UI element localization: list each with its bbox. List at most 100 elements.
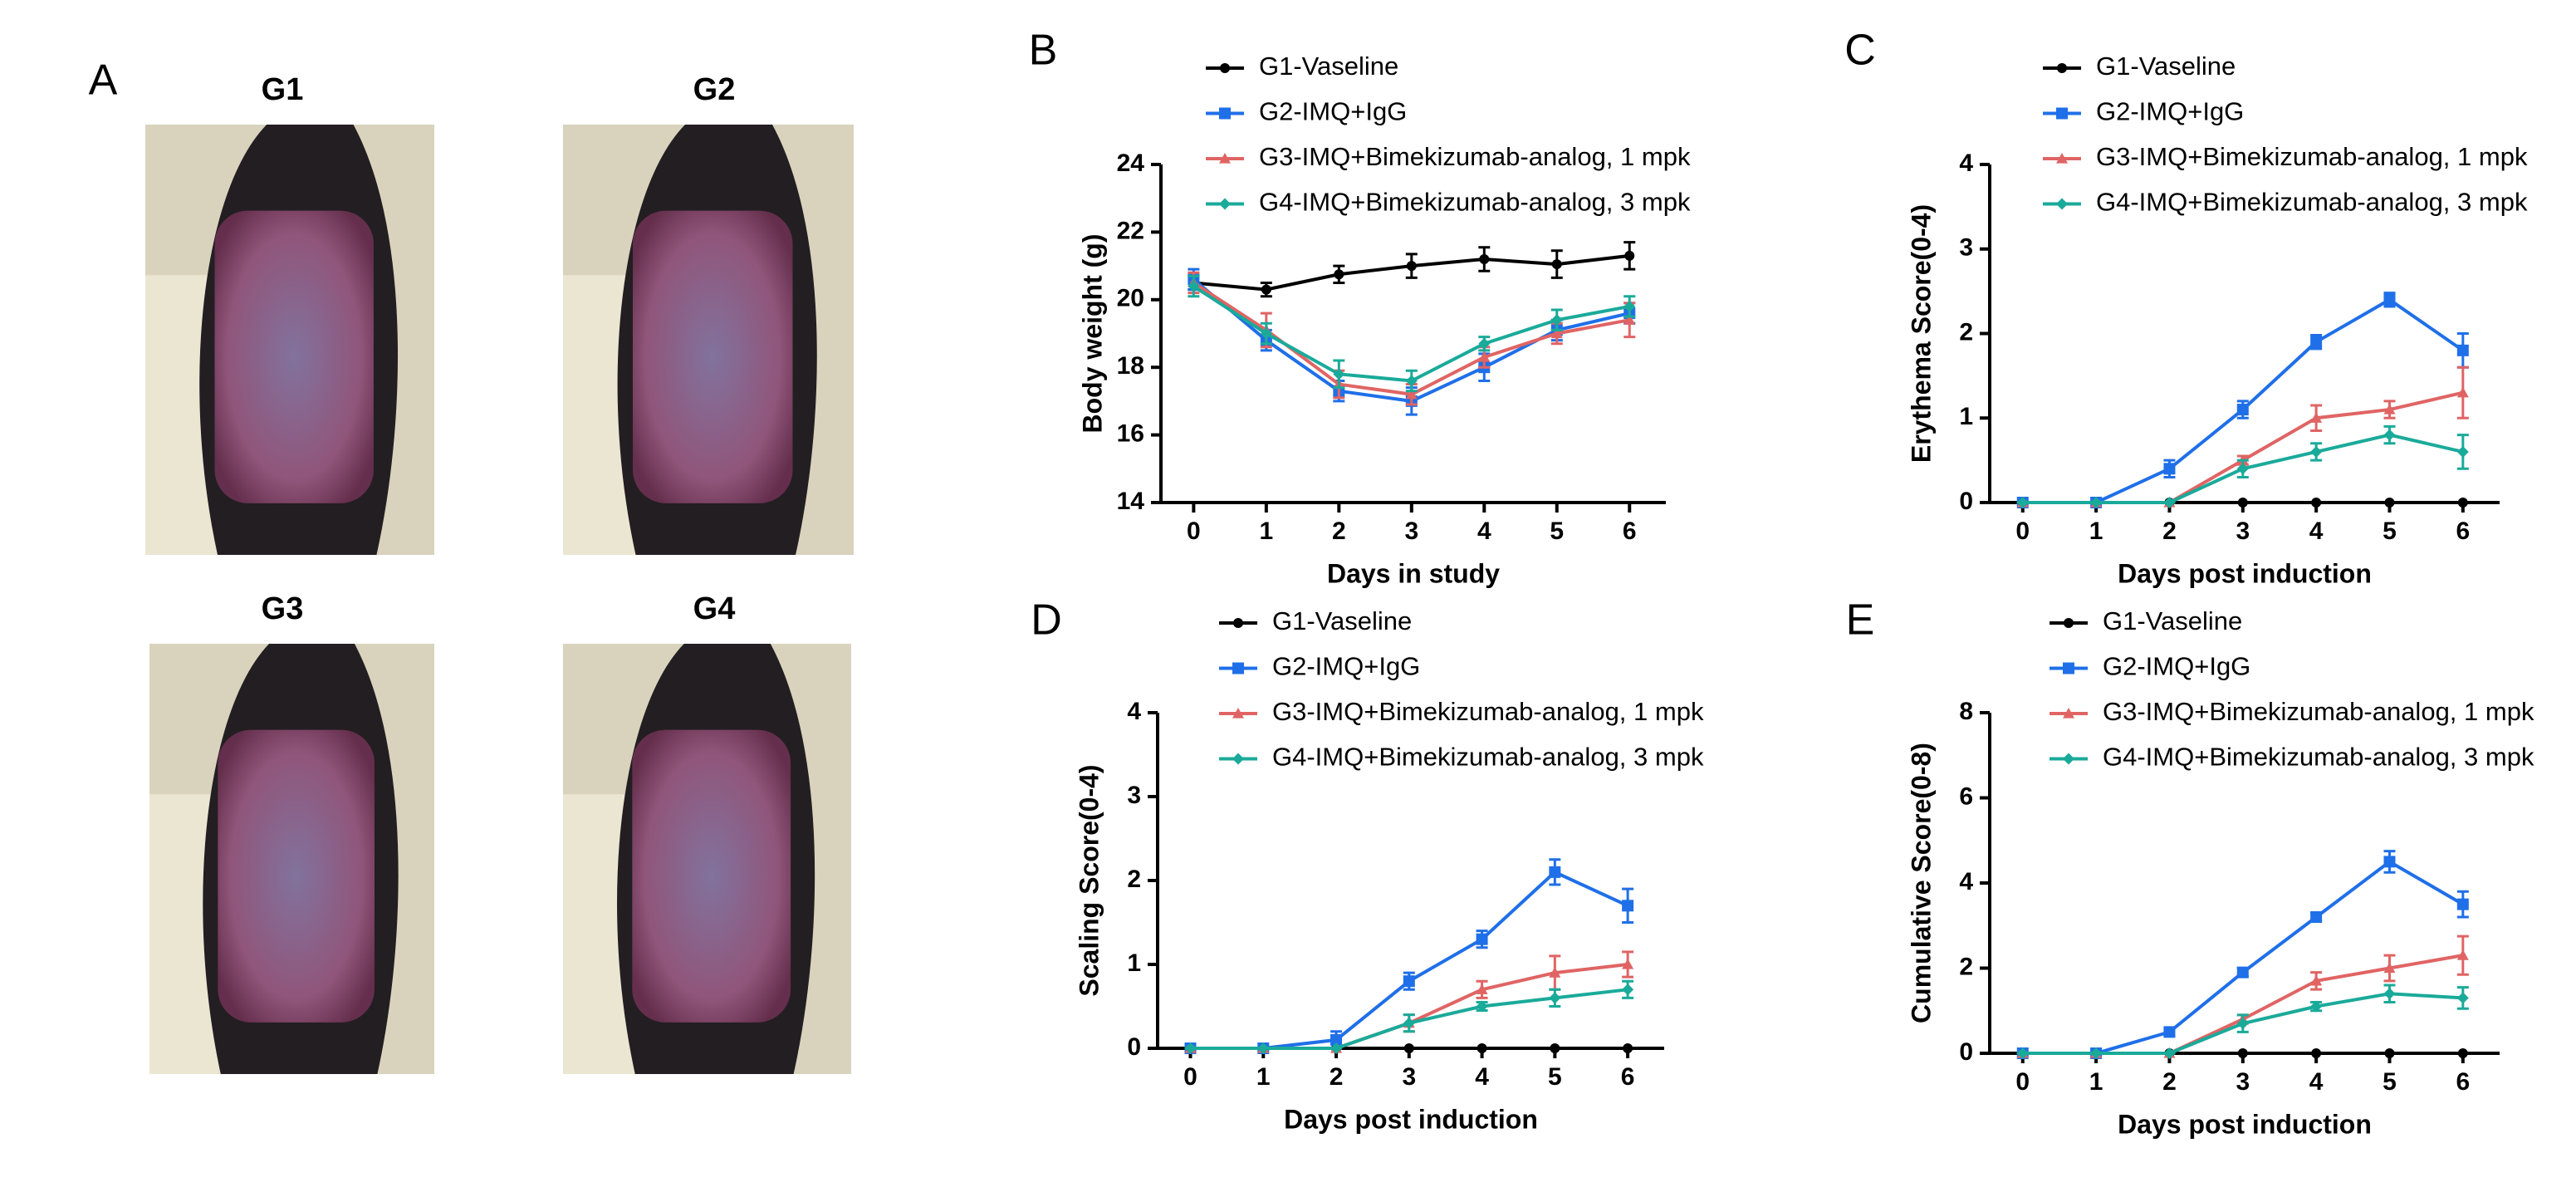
y-tick-label: 3 [1127, 782, 1141, 809]
x-tick-label: 2 [1330, 1063, 1344, 1091]
legend-marker [2063, 662, 2074, 674]
x-tick-label: 6 [2456, 1068, 2470, 1096]
point [1403, 975, 1415, 988]
legend-marker [2056, 153, 2068, 164]
y-tick-label: 0 [1127, 1033, 1141, 1061]
point [2456, 949, 2469, 960]
point [1550, 327, 1563, 339]
point [1623, 1043, 1633, 1053]
point [1624, 250, 1635, 261]
point [2383, 429, 2396, 441]
legend-label: G3-IMQ+Bimekizumab-analog, 1 mpk [1272, 697, 1704, 726]
point [2237, 1048, 2248, 1058]
point [2383, 293, 2396, 306]
photo-label: G4 [693, 591, 736, 626]
x-tick-label: 6 [2456, 518, 2470, 545]
x-tick-label: 0 [2015, 518, 2030, 545]
x-tick-label: 0 [2015, 1068, 2030, 1096]
photo-label: G3 [262, 591, 304, 626]
x-tick-label: 1 [1260, 518, 1274, 545]
point [1478, 351, 1491, 362]
legend-marker [2056, 198, 2068, 210]
x-axis-label: Days post induction [2118, 1109, 2372, 1139]
shaved-skin [218, 729, 375, 1023]
photo [563, 125, 854, 555]
point [2163, 497, 2176, 508]
point [1551, 259, 1562, 270]
y-tick-label: 16 [1117, 420, 1144, 448]
y-tick-label: 22 [1117, 217, 1144, 244]
x-tick-label: 5 [1550, 518, 1564, 545]
photo [149, 644, 434, 1074]
point [2310, 1000, 2323, 1013]
legend-label: G1-Vaseline [2096, 52, 2236, 81]
y-axis-label: Cumulative Score(0-8) [1906, 743, 1936, 1023]
point [2456, 445, 2469, 458]
y-tick-label: 4 [1127, 698, 1141, 725]
photo-label: G2 [693, 72, 736, 107]
point [1403, 1043, 1414, 1053]
point [2383, 856, 2396, 868]
legend-marker [1219, 107, 1231, 120]
point [1333, 368, 1345, 380]
point [1550, 1043, 1560, 1053]
point [2310, 412, 2323, 423]
point [1476, 933, 1488, 945]
y-axis-label: Erythema Score(0-4) [1906, 204, 1936, 463]
x-tick-label: 5 [1548, 1063, 1562, 1091]
legend-marker [1219, 198, 1231, 210]
x-tick-label: 4 [2309, 1068, 2324, 1096]
panel-letter: A [89, 56, 118, 105]
point [1260, 327, 1272, 340]
x-tick-label: 4 [2309, 518, 2324, 545]
legend-label: G1-Vaseline [2103, 606, 2242, 635]
y-tick-label: 8 [1959, 698, 1973, 725]
shaved-skin [632, 729, 791, 1023]
point [2383, 988, 2396, 1000]
point [1549, 866, 1561, 878]
point [1476, 1000, 1488, 1013]
point [2311, 498, 2322, 508]
x-tick-label: 4 [1477, 518, 1491, 545]
x-tick-label: 2 [1332, 518, 1346, 545]
point [2383, 404, 2396, 415]
legend-marker [1232, 708, 1244, 719]
x-tick-label: 4 [1475, 1063, 1489, 1091]
x-tick-label: 6 [1621, 1063, 1635, 1091]
legend-marker [1220, 63, 1230, 73]
point [2457, 1048, 2468, 1058]
point [1188, 280, 1200, 292]
legend-label: G2-IMQ+IgG [2103, 652, 2250, 681]
point [1330, 1042, 1343, 1054]
point [1334, 269, 1344, 280]
y-tick-label: 0 [1959, 1038, 1973, 1066]
y-tick-label: 2 [1127, 866, 1141, 893]
y-tick-label: 1 [1127, 949, 1141, 977]
x-tick-label: 2 [2162, 518, 2177, 545]
y-tick-label: 2 [1959, 953, 1973, 980]
point [2236, 463, 2249, 475]
point [2163, 463, 2176, 475]
legend-marker [2063, 708, 2074, 719]
legend-label: G3-IMQ+Bimekizumab-analog, 1 mpk [1259, 142, 1691, 171]
legend-label: G3-IMQ+Bimekizumab-analog, 1 mpk [2103, 697, 2534, 726]
y-tick-label: 2 [1959, 318, 1973, 346]
point [1403, 1017, 1415, 1029]
y-tick-label: 18 [1117, 352, 1144, 380]
point [1622, 900, 1634, 912]
x-tick-label: 0 [1183, 1063, 1197, 1091]
point [2456, 992, 2469, 1004]
point [2090, 1047, 2103, 1059]
point [2310, 445, 2323, 458]
x-tick-label: 5 [2383, 518, 2397, 545]
point [1405, 388, 1418, 400]
x-tick-label: 1 [2089, 1068, 2103, 1096]
y-tick-label: 4 [1959, 150, 1973, 177]
point [2384, 1048, 2395, 1058]
point [2090, 497, 2103, 508]
point [2383, 962, 2396, 974]
y-tick-label: 14 [1117, 488, 1145, 515]
y-axis-label: Body weight (g) [1077, 234, 1107, 434]
point [1549, 992, 1561, 1004]
x-tick-label: 3 [2236, 1068, 2250, 1096]
